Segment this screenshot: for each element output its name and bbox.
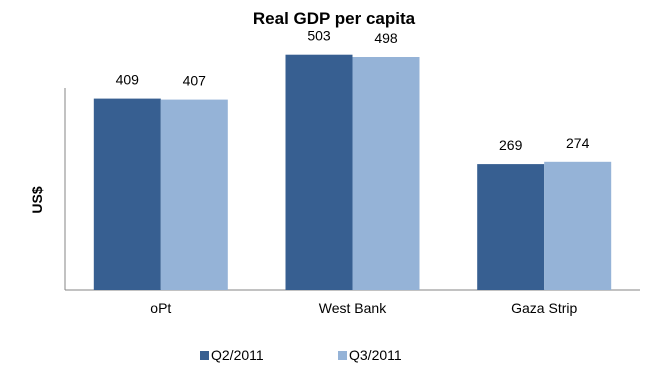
bar-west-bank-Q2-2011 <box>285 54 353 291</box>
category-label: oPt <box>150 300 171 316</box>
data-label: 269 <box>499 137 523 153</box>
data-label: 409 <box>116 72 140 88</box>
legend: Q2/2011 Q3/2011 <box>200 347 402 363</box>
legend-label: Q3/2011 <box>349 347 402 363</box>
category-label: West Bank <box>319 300 387 316</box>
bar-west-bank-Q3-2011 <box>352 57 420 290</box>
bar-gaza-strip-Q2-2011 <box>477 164 545 290</box>
chart-title: Real GDP per capita <box>253 9 416 28</box>
legend-label: Q2/2011 <box>211 347 264 363</box>
category-label: Gaza Strip <box>511 300 577 316</box>
legend-swatch <box>200 351 209 360</box>
category-labels: oPt West Bank Gaza Strip <box>150 300 577 316</box>
bar-gaza-strip-Q3-2011 <box>544 161 612 290</box>
bar-opt-Q3-2011 <box>160 99 228 290</box>
data-label: 498 <box>374 30 398 46</box>
data-label: 274 <box>566 135 590 151</box>
data-label: 503 <box>307 28 331 44</box>
bars-group: 409 407 503 498 269 274 <box>93 28 612 291</box>
y-axis-label: US$ <box>29 186 45 213</box>
legend-swatch <box>338 351 347 360</box>
bar-opt-Q2-2011 <box>93 98 161 290</box>
data-label: 407 <box>183 73 207 89</box>
